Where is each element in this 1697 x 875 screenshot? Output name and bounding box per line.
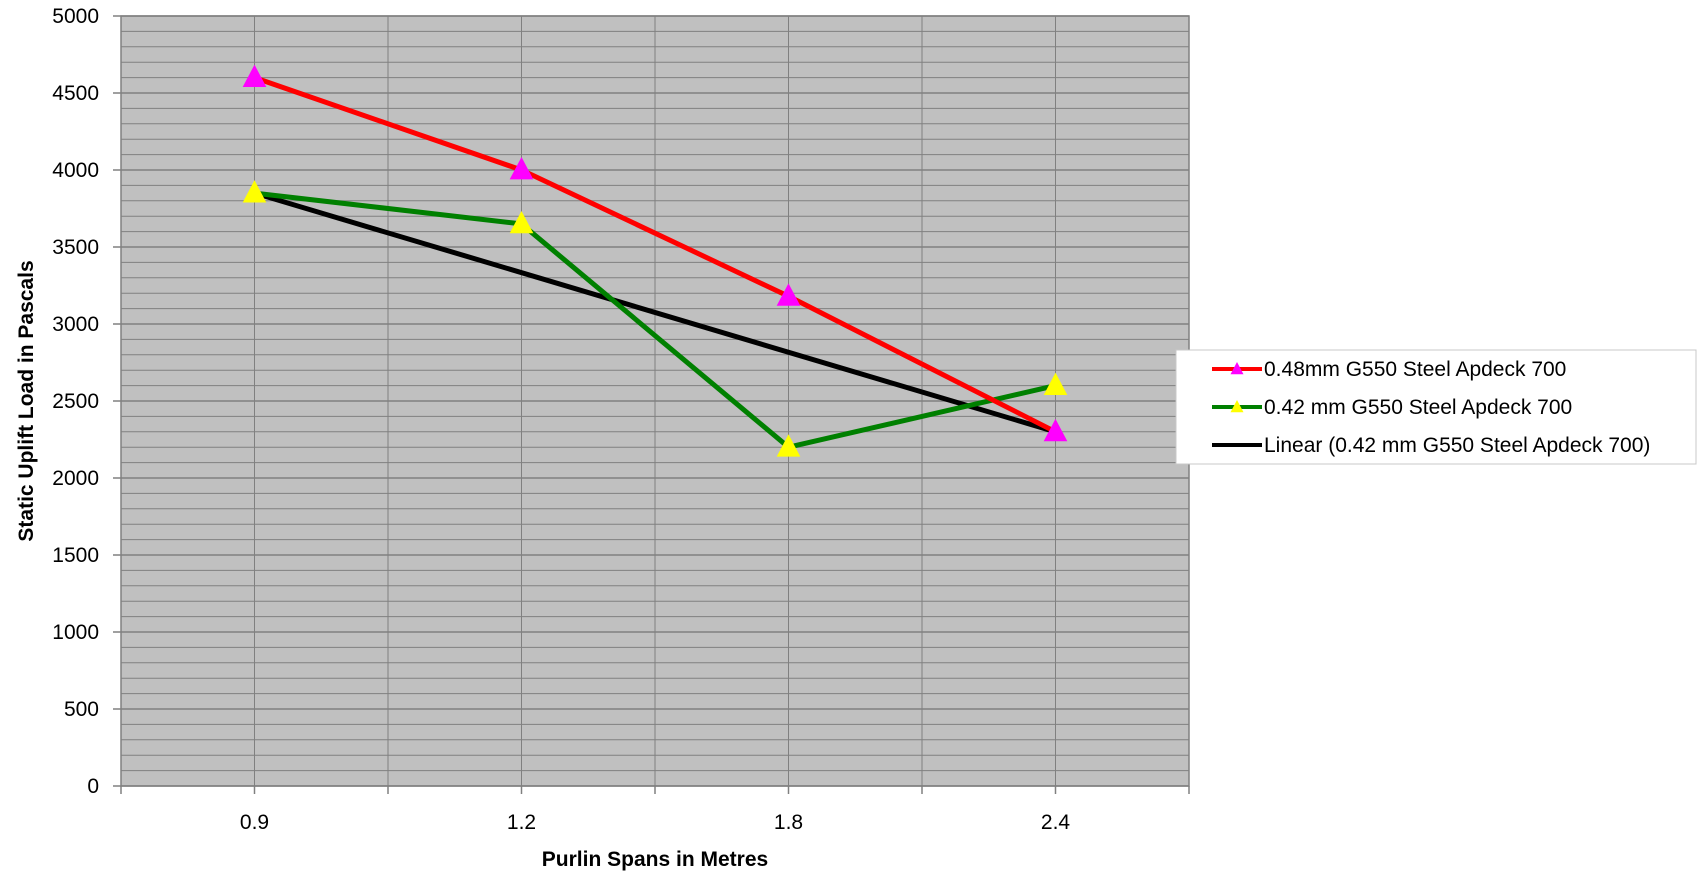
series-1 — [254, 190, 1057, 450]
x-tick-label: 2.4 — [1041, 811, 1071, 834]
data-point — [509, 210, 534, 234]
legend-marker — [1230, 361, 1244, 375]
data-point — [776, 434, 801, 457]
x-axis-title: Purlin Spans in Metres — [542, 848, 768, 871]
x-tick-label: 0.9 — [240, 811, 269, 834]
series-0 — [253, 75, 1057, 435]
data-point — [1043, 418, 1068, 442]
legend-label: 0.48mm G550 Steel Apdeck 700 — [1264, 358, 1566, 381]
legend-box — [1175, 349, 1697, 465]
y-tick-label: 2500 — [52, 390, 99, 413]
y-axis-ticks: 0 500 1000 1500 2000 2500 3000 3500 4000 4500 5000 — [52, 5, 121, 798]
series-line — [253, 75, 1057, 435]
legend: 0.48mm G550 Steel Apdeck 700 0.42 mm G550… — [1175, 349, 1697, 465]
y-tick-label: 4500 — [52, 82, 99, 105]
y-tick-label: 1000 — [52, 621, 99, 644]
data-point — [776, 283, 801, 306]
vertical-gridlines — [120, 16, 1190, 786]
x-tick-label: 1.8 — [774, 811, 803, 834]
data-point — [242, 64, 267, 88]
series-2 — [253, 190, 1057, 435]
y-tick-label: 1500 — [52, 544, 99, 567]
y-tick-label: 2000 — [52, 467, 99, 490]
x-axis-ticks: 0.9 1.2 1.8 2.4 — [120, 786, 1190, 834]
y-tick-label: 5000 — [52, 5, 99, 28]
x-tick-label: 1.2 — [507, 811, 536, 834]
legend-item: 0.42 mm G550 Steel Apdeck 700 — [1212, 396, 1572, 419]
legend-label: 0.42 mm G550 Steel Apdeck 700 — [1264, 396, 1572, 419]
series-line — [254, 190, 1057, 450]
y-tick-label: 3500 — [52, 236, 99, 259]
legend-item: 0.48mm G550 Steel Apdeck 700 — [1212, 358, 1566, 381]
legend-marker — [1230, 399, 1244, 413]
data-point — [1043, 372, 1068, 396]
data-point — [242, 180, 267, 203]
y-tick-label: 3000 — [52, 313, 99, 336]
y-tick-label: 0 — [87, 775, 99, 798]
series-line — [253, 190, 1057, 435]
legend-label: Linear (0.42 mm G550 Steel Apdeck 700) — [1264, 434, 1650, 457]
y-tick-label: 4000 — [52, 159, 99, 182]
y-tick-label: 500 — [64, 698, 99, 721]
data-point — [509, 157, 534, 180]
y-axis-title: Static Uplift Load in Pascals — [15, 260, 38, 541]
series-layer — [242, 64, 1068, 457]
legend-item: Linear (0.42 mm G550 Steel Apdeck 700) — [1212, 434, 1650, 457]
